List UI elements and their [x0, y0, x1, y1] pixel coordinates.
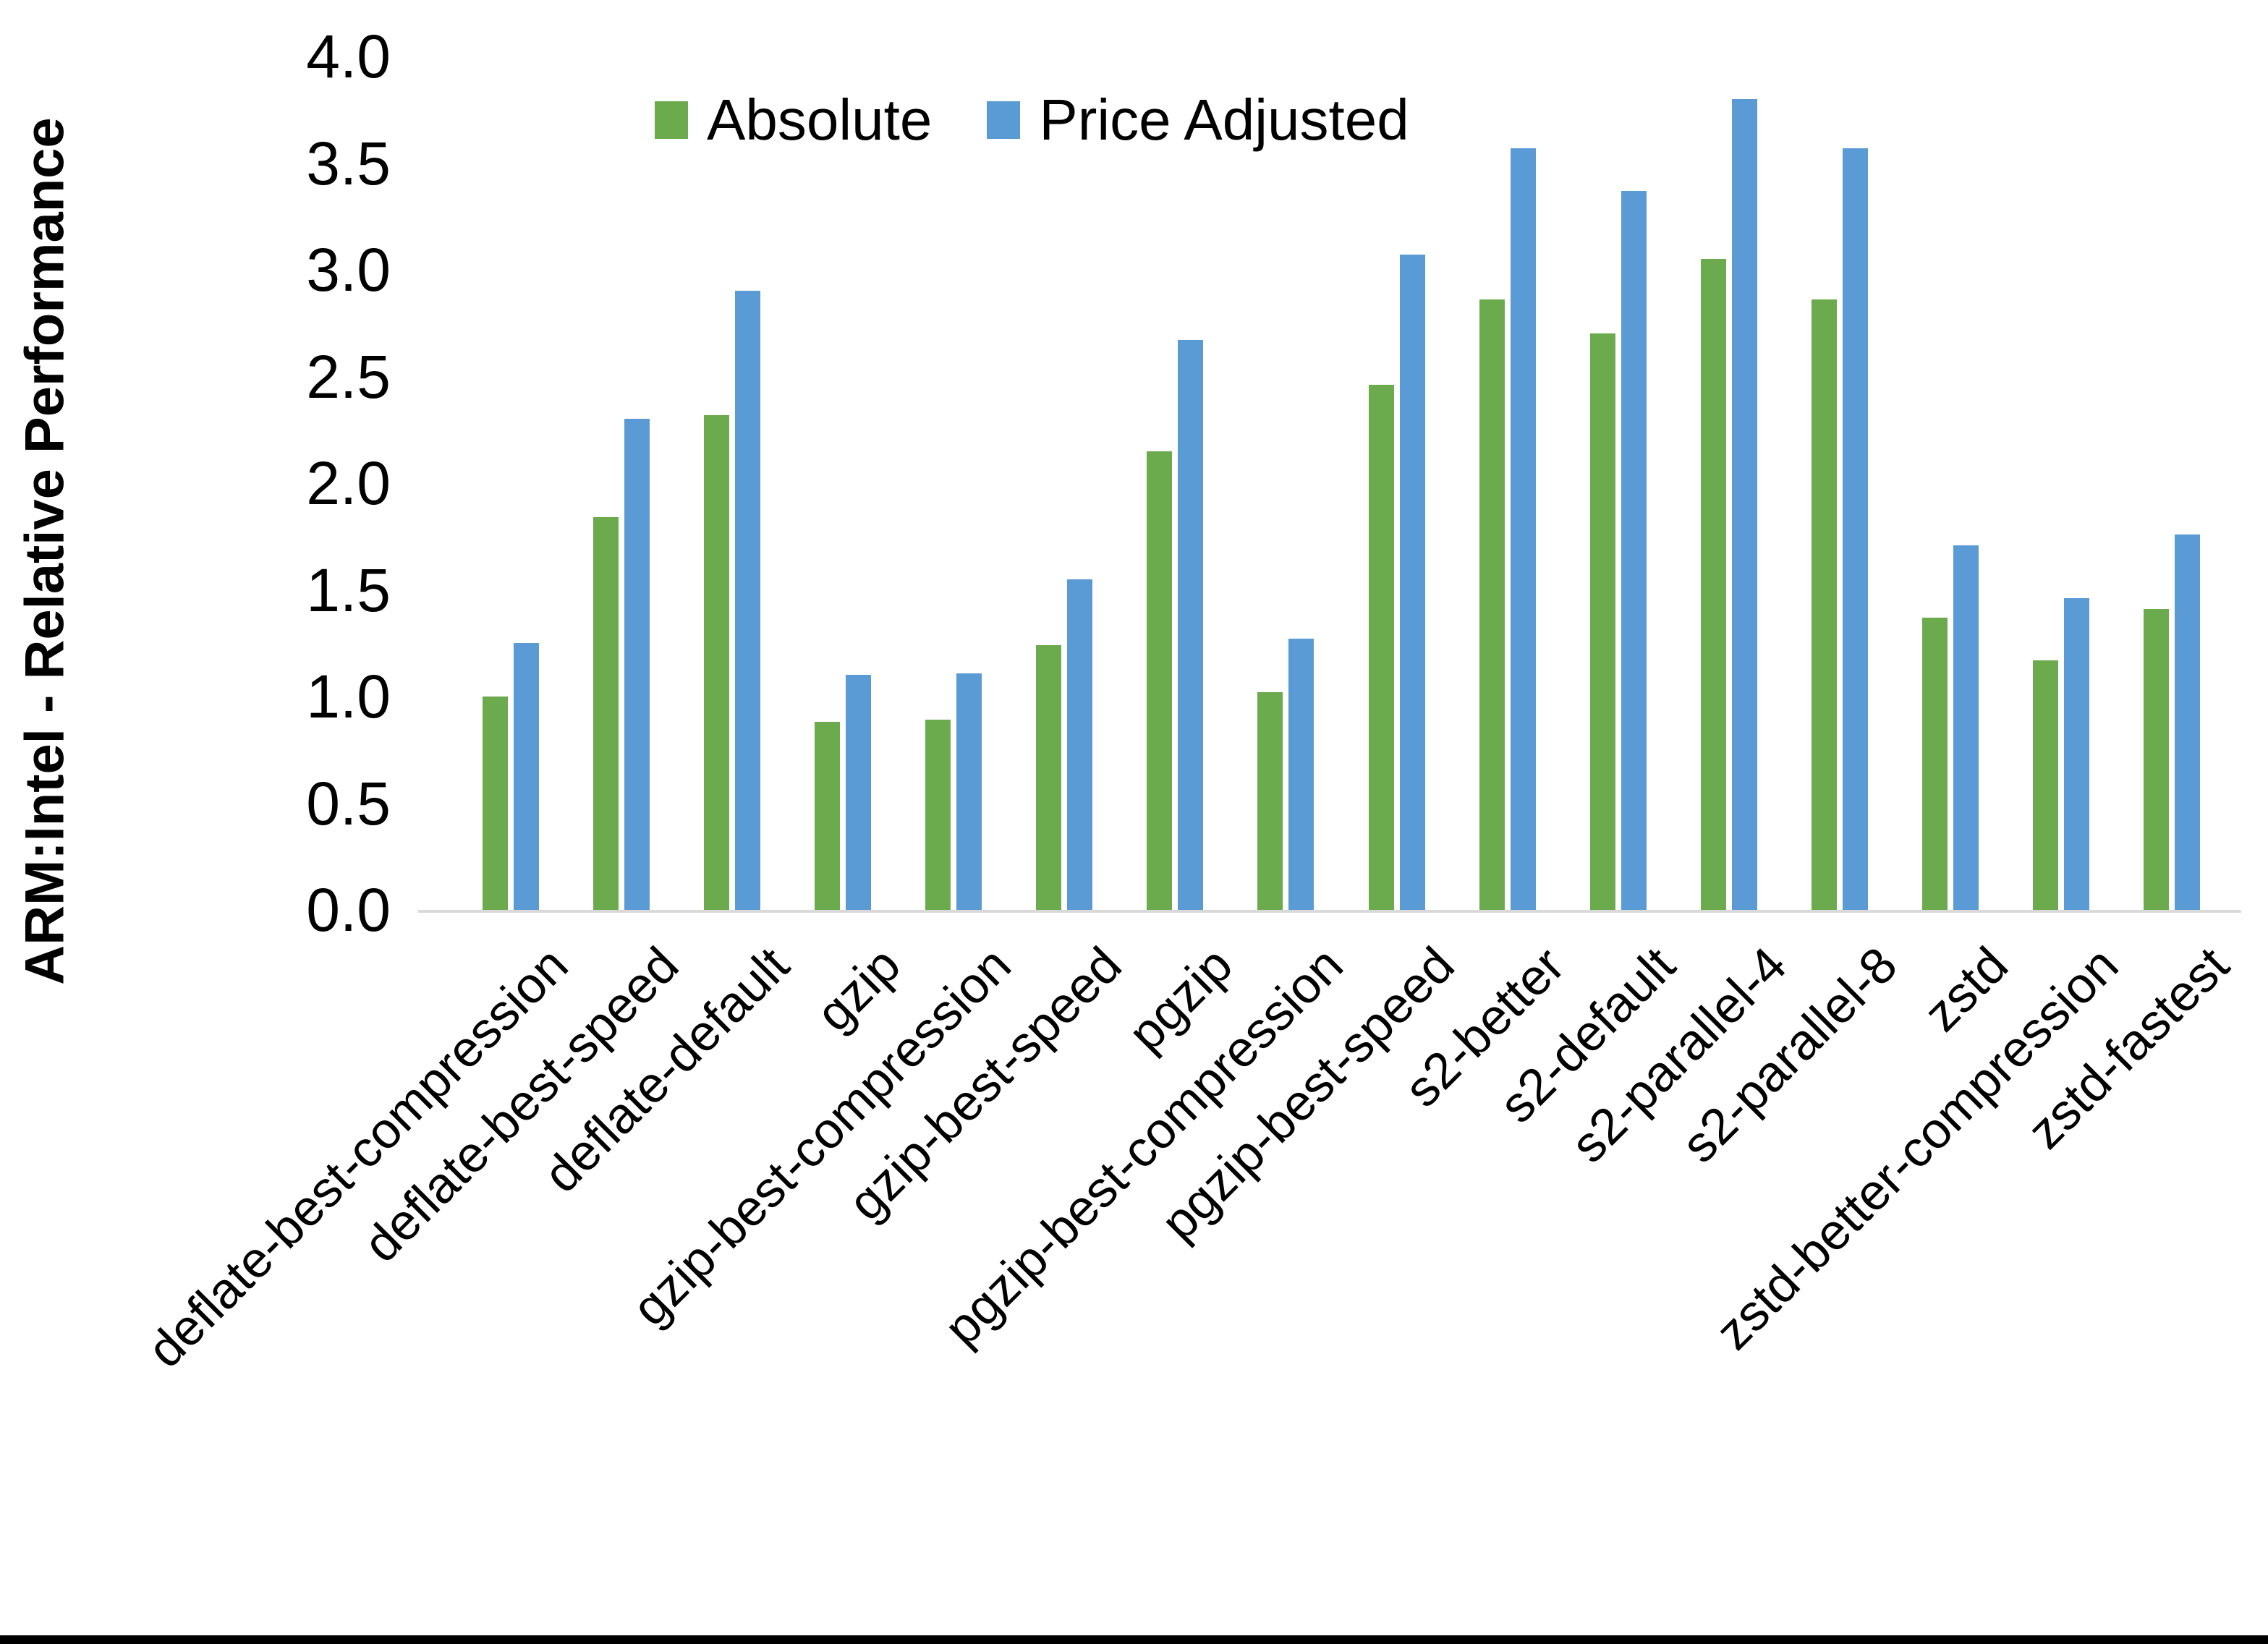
y-axis-tick-label: 0.5	[306, 769, 391, 838]
y-axis-tick-label: 4.0	[306, 22, 391, 90]
bar-absolute-pgzip-best-speed	[1369, 385, 1394, 910]
bar-price-adjusted-s2-parallel-4	[1732, 99, 1757, 910]
bar-absolute-gzip-best-speed	[1036, 645, 1061, 910]
y-axis-tick-label: 1.0	[306, 663, 391, 731]
bar-absolute-deflate-default	[704, 415, 729, 910]
bar-absolute-zstd-better-compression	[2033, 660, 2058, 910]
bar-absolute-gzip	[815, 722, 840, 910]
legend-label-price-adjusted: Price Adjusted	[1039, 88, 1409, 152]
bar-absolute-s2-parallel-8	[1812, 299, 1837, 910]
bar-price-adjusted-pgzip-best-compression	[1288, 639, 1314, 910]
x-axis-line	[418, 910, 2241, 913]
y-axis-tick-label: 0.0	[306, 876, 391, 944]
bar-price-adjusted-deflate-default	[735, 291, 760, 910]
bar-price-adjusted-s2-better	[1511, 148, 1536, 910]
legend-label-absolute: Absolute	[707, 88, 933, 152]
y-axis-title: ARM:Intel - Relative Performance	[14, 117, 76, 985]
bar-price-adjusted-gzip-best-compression	[956, 673, 982, 910]
y-axis-tick-label: 3.5	[306, 129, 391, 197]
bar-price-adjusted-s2-default	[1621, 191, 1647, 910]
bar-price-adjusted-deflate-best-compression	[514, 643, 539, 910]
bar-absolute-deflate-best-speed	[593, 517, 619, 910]
legend-swatch-price-adjusted-icon	[987, 101, 1021, 139]
legend-swatch-absolute-icon	[655, 101, 688, 139]
bar-price-adjusted-s2-parallel-8	[1843, 148, 1868, 910]
bar-absolute-pgzip	[1147, 451, 1172, 910]
bottom-border	[0, 1635, 2268, 1644]
bar-absolute-pgzip-best-compression	[1257, 692, 1283, 910]
bar-absolute-zstd-fastest	[2144, 609, 2169, 910]
bar-price-adjusted-zstd-fastest	[2175, 534, 2200, 910]
legend-item-price-adjusted: Price Adjusted	[987, 85, 1409, 155]
bar-absolute-s2-default	[1590, 333, 1615, 910]
y-axis-tick-label: 2.0	[306, 449, 391, 517]
bar-absolute-s2-better	[1479, 299, 1505, 910]
y-axis-tick-label: 1.5	[306, 555, 391, 624]
bar-absolute-s2-parallel-4	[1701, 259, 1726, 910]
y-axis-tick-label: 3.0	[306, 236, 391, 304]
legend: Absolute Price Adjusted	[655, 85, 1409, 155]
bar-price-adjusted-gzip-best-speed	[1067, 579, 1092, 910]
bar-absolute-zstd	[1922, 618, 1948, 910]
bar-price-adjusted-deflate-best-speed	[624, 419, 650, 910]
x-axis-label-deflate-best-compression: deflate-best-compression	[136, 936, 579, 1379]
y-axis-tick-label: 2.5	[306, 342, 391, 411]
bar-price-adjusted-zstd	[1953, 545, 1979, 910]
legend-item-absolute: Absolute	[655, 85, 932, 155]
bar-price-adjusted-zstd-better-compression	[2064, 598, 2089, 910]
bar-price-adjusted-pgzip	[1178, 340, 1203, 910]
bar-absolute-gzip-best-compression	[925, 720, 951, 910]
bar-price-adjusted-pgzip-best-speed	[1400, 255, 1425, 910]
bar-price-adjusted-gzip	[846, 675, 871, 910]
bar-absolute-deflate-best-compression	[483, 697, 508, 910]
